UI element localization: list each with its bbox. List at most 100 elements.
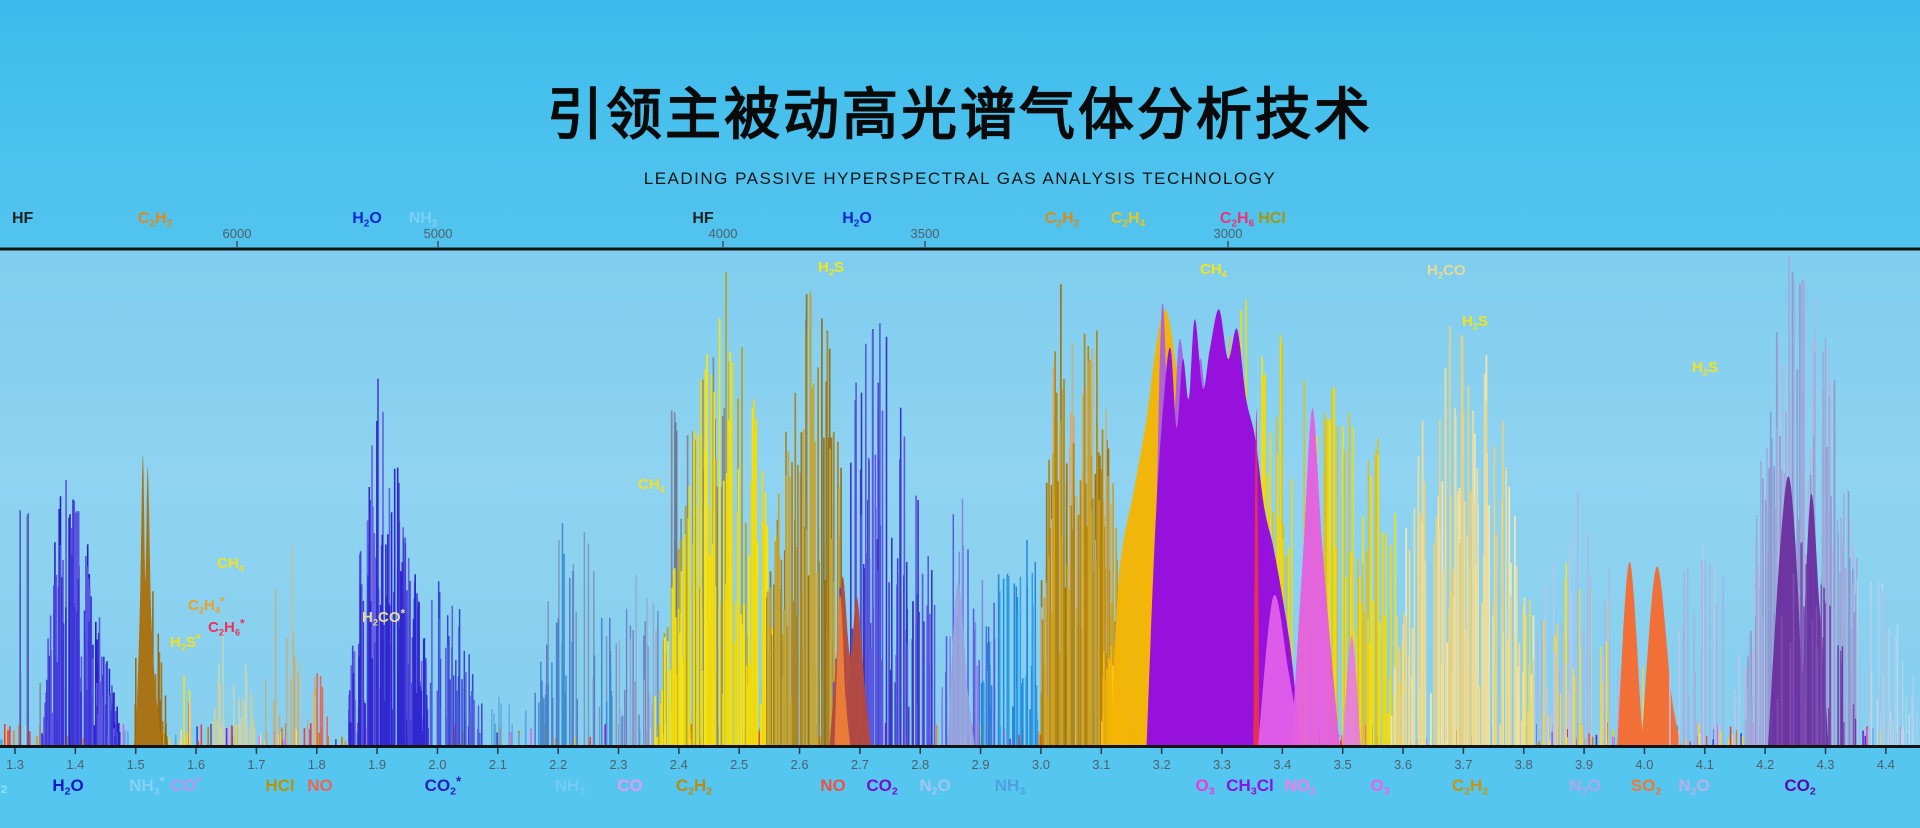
bottom-tick-label: 3.0 (1032, 757, 1050, 772)
bottom-tick-label: 4.2 (1756, 757, 1774, 772)
bottom-species-label: CO (617, 776, 643, 795)
bottom-species-label: C2​H2​ (676, 776, 712, 798)
bottom-tick-label: 3.5 (1334, 757, 1352, 772)
inplot-species-label: H2​S (1692, 359, 1718, 377)
band-sparse-2.1 (491, 696, 527, 745)
inplot-species-label: CH4​ (217, 555, 245, 573)
bottom-species-label: NH3​* (129, 774, 165, 798)
band-crimson-stripe-3.36 (1253, 408, 1260, 745)
top-band-label: C2​H2​ (138, 210, 173, 230)
bottom-tick-label: 3.2 (1153, 757, 1171, 772)
bottom-species-label: SO2​ (1631, 776, 1662, 798)
bottom-species-label: NH3​ (995, 776, 1026, 798)
top-tick-label: 3500 (911, 226, 940, 241)
band-H2S-1.58 (183, 675, 191, 745)
band-violet-lines-4.3 (1776, 542, 1855, 745)
inplot-labels: H2​S CH4​ H2​CO H2​S H2​S CH4​ CH4​ C2​H4​*C2​H… (170, 259, 1718, 652)
bottom-species-label: O3​ (1370, 776, 1389, 798)
inplot-species-label: C2​H6​* (208, 617, 245, 638)
bottom-tick-label: 2.3 (609, 757, 627, 772)
top-band-label: H2​O (352, 210, 382, 230)
inplot-species-label: CH4​ (1200, 261, 1228, 279)
band-orchid-small-3.52 (1342, 636, 1361, 745)
bottom-tick-label: 2.7 (851, 757, 869, 772)
bottom-tick-label: 4.1 (1696, 757, 1714, 772)
top-tick-label: 3000 (1214, 226, 1243, 241)
band-SO2-blob-2 (1641, 566, 1681, 745)
bottom-tick-label: 4.3 (1816, 757, 1834, 772)
page-subtitle: LEADING PASSIVE HYPERSPECTRAL GAS ANALYS… (643, 169, 1277, 188)
bottom-species-label: CO2​* (425, 774, 462, 798)
bottom-tick-label: 2.4 (670, 757, 688, 772)
band-NO-1.81 (316, 673, 328, 745)
top-axis: 6000 5000 4000 3500 3000 HF C2​H2​ H2​O NH3​ HF H2… (12, 210, 1286, 248)
bottom-species-label: CO2​ (866, 776, 898, 798)
band-CO2-2.0 (429, 599, 481, 745)
band-orchid-blob-3.46 (1291, 408, 1340, 745)
top-band-label: HF (12, 210, 34, 227)
bottom-tick-label: 2.8 (911, 757, 929, 772)
bottom-tick-label: 4.4 (1877, 757, 1895, 772)
inplot-species-label: H2​CO* (362, 607, 406, 628)
top-band-label: C2​H6​ (1220, 210, 1255, 230)
bottom-tick-label: 3.4 (1273, 757, 1291, 772)
inplot-species-label: H2​CO (1427, 262, 1466, 280)
bottom-tick-label: 1.7 (247, 757, 265, 772)
band-CH4-1.66 (211, 680, 255, 745)
band-HCl-1.76 (275, 545, 316, 745)
inplot-species-label: CH4​ (638, 476, 666, 494)
bottom-tick-label: 3.9 (1575, 757, 1593, 772)
bottom-species-label: CO* (171, 774, 203, 795)
bottom-tick-label: 1.9 (368, 757, 386, 772)
bottom-tick-label: 2.2 (549, 757, 567, 772)
band-azure-2.95 (983, 572, 1039, 745)
band-NH3-2.2 (538, 523, 613, 745)
bottom-tick-label: 1.3 (6, 757, 24, 772)
top-band-label: HCl (1258, 210, 1286, 227)
band-H2O-1.4 (41, 499, 117, 745)
bottom-tick-label: 2.5 (730, 757, 748, 772)
bottom-species-label: NO (307, 776, 333, 795)
bottom-tick-label: 1.5 (127, 757, 145, 772)
bottom-species-label: N2​O (1569, 776, 1600, 798)
bottom-species-label: NO2​ (1284, 776, 1316, 798)
bottom-tick-label: 2.1 (489, 757, 507, 772)
band-lavender-3.9 (1545, 540, 1605, 745)
inplot-species-label: C2​H4​* (188, 595, 225, 616)
top-tick-label: 5000 (424, 226, 453, 241)
bottom-species-label: NO (820, 776, 846, 795)
band-purple-mass (1146, 309, 1301, 745)
bottom-tick-label: 2.6 (791, 757, 809, 772)
top-tick-label: 4000 (709, 226, 738, 241)
band-SO2-blob-1 (1617, 561, 1645, 745)
band-fade-right (1857, 589, 1920, 745)
band-khaki-3.7 (1393, 368, 1533, 745)
bottom-species-label: C2​H2​ (1452, 776, 1488, 798)
bottom-species-label: NH3​ (555, 776, 586, 798)
bottom-tick-label: 3.3 (1213, 757, 1231, 772)
inplot-species-label: H2​S* (170, 632, 201, 653)
bottom-species-label: N2​O (1678, 776, 1709, 798)
band-lavender-4.1 (1682, 560, 1724, 745)
band-periwinkle-blob-2.87 (947, 580, 975, 745)
band-edge-left (19, 510, 29, 745)
page-title: 引领主被动高光谱气体分析技术 (547, 83, 1373, 146)
bottom-species-label: CH3​Cl (1226, 776, 1273, 798)
bottom-species-label: N2​O (919, 776, 950, 798)
band-orchid-front-3.39 (1258, 594, 1301, 745)
title-block: 引领主被动高光谱气体分析技术 LEADING PASSIVE HYPERSPEC… (0, 0, 1920, 189)
bottom-species-label: O3​ (1195, 776, 1214, 798)
bottom-tick-label: 3.1 (1092, 757, 1110, 772)
bottom-tick-label: 2.9 (972, 757, 990, 772)
bottom-tick-label: 1.6 (187, 757, 205, 772)
band-orange-blob-2.67 (834, 595, 851, 745)
bottom-axis: 1.3 1.4 1.5 1.6 1.7 1.8 1.9 2.0 2.1 2.2 2.3 2.4 2.5 2… (1, 748, 1895, 798)
bottom-tick-label: 3.6 (1394, 757, 1412, 772)
top-band-label: HF (692, 210, 714, 227)
bottom-tick-label: 3.7 (1454, 757, 1472, 772)
band-H2O-1.9 (348, 421, 428, 745)
top-band-label: C2​H4​ (1111, 210, 1146, 230)
band-C2H2-1.52-blob (135, 455, 163, 745)
